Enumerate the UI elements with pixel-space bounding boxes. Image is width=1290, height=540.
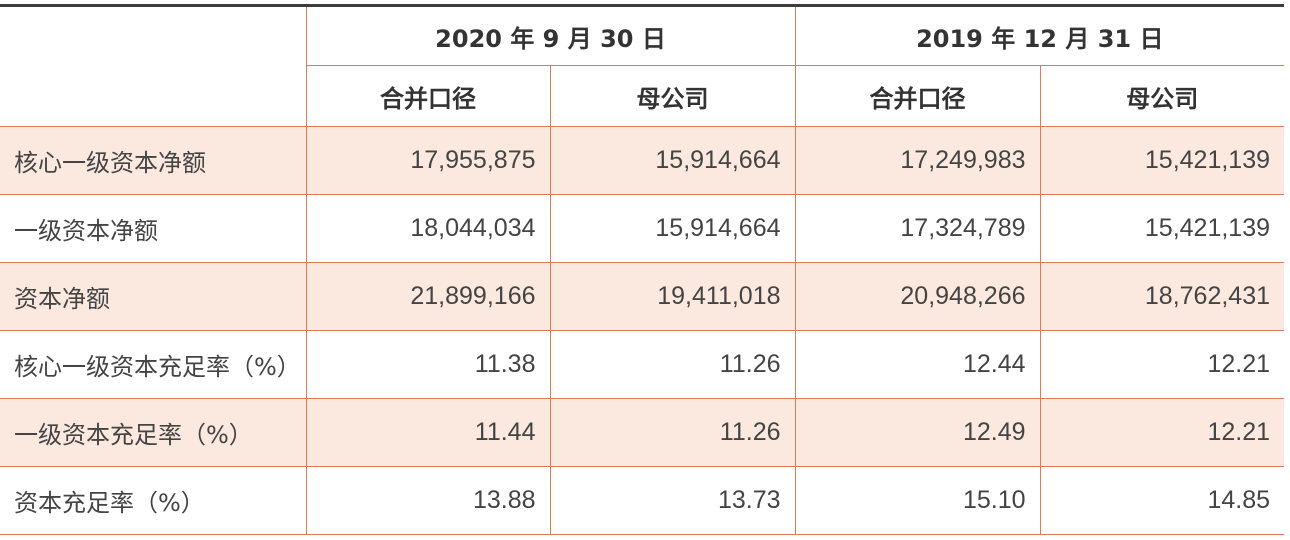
header-period-2020: 2020 年 9 月 30 日 — [306, 4, 796, 66]
header-parent-2019: 母公司 — [1040, 65, 1285, 127]
cell-value: 15,421,139 — [1040, 126, 1285, 195]
cell-value: 11.26 — [550, 330, 796, 399]
row-label: 核心一级资本净额 — [0, 126, 307, 195]
header-period-2019: 2019 年 12 月 31 日 — [795, 4, 1285, 66]
row-label: 资本净额 — [0, 262, 307, 331]
cell-value: 17,324,789 — [795, 194, 1041, 263]
cell-value: 11.26 — [550, 398, 796, 467]
cell-value: 18,762,431 — [1040, 262, 1285, 331]
cell-value: 12.49 — [795, 398, 1041, 467]
cell-value: 15,914,664 — [550, 194, 796, 263]
header-row-scopes: 合并口径 母公司 合并口径 母公司 — [0, 65, 1285, 127]
table-row: 资本净额 21,899,166 19,411,018 20,948,266 18… — [0, 262, 1285, 331]
table-row: 资本充足率（%） 13.88 13.73 15.10 14.85 — [0, 466, 1285, 535]
cell-value: 12.21 — [1040, 330, 1285, 399]
cell-value: 14.85 — [1040, 466, 1285, 535]
cell-value: 13.88 — [306, 466, 551, 535]
table-row: 一级资本充足率（%） 11.44 11.26 12.49 12.21 — [0, 398, 1285, 467]
row-label: 一级资本净额 — [0, 194, 307, 263]
cell-value: 19,411,018 — [550, 262, 796, 331]
cell-value: 13.73 — [550, 466, 796, 535]
row-label: 一级资本充足率（%） — [0, 398, 307, 467]
table-body: 核心一级资本净额 17,955,875 15,914,664 17,249,98… — [0, 126, 1285, 535]
header-parent-2020: 母公司 — [550, 65, 796, 127]
cell-value: 15,421,139 — [1040, 194, 1285, 263]
cell-value: 20,948,266 — [795, 262, 1041, 331]
cell-value: 12.44 — [795, 330, 1041, 399]
header-row-periods: 2020 年 9 月 30 日 2019 年 12 月 31 日 — [0, 4, 1285, 127]
cell-value: 11.44 — [306, 398, 551, 467]
row-label: 资本充足率（%） — [0, 466, 307, 535]
cell-value: 17,955,875 — [306, 126, 551, 195]
cell-value: 15.10 — [795, 466, 1041, 535]
row-label: 核心一级资本充足率（%） — [0, 330, 307, 399]
cell-value: 15,914,664 — [550, 126, 796, 195]
cell-value: 12.21 — [1040, 398, 1285, 467]
cell-value: 21,899,166 — [306, 262, 551, 331]
capital-adequacy-table: 2020 年 9 月 30 日 2019 年 12 月 31 日 合并口径 母公… — [0, 4, 1285, 535]
table-row: 核心一级资本净额 17,955,875 15,914,664 17,249,98… — [0, 126, 1285, 195]
header-corner-cell — [0, 4, 307, 127]
header-consolidated-2020: 合并口径 — [306, 65, 551, 127]
cell-value: 11.38 — [306, 330, 551, 399]
table-header: 2020 年 9 月 30 日 2019 年 12 月 31 日 合并口径 母公… — [0, 4, 1285, 127]
header-consolidated-2019: 合并口径 — [795, 65, 1041, 127]
table-row: 一级资本净额 18,044,034 15,914,664 17,324,789 … — [0, 194, 1285, 263]
cell-value: 17,249,983 — [795, 126, 1041, 195]
cell-value: 18,044,034 — [306, 194, 551, 263]
table-row: 核心一级资本充足率（%） 11.38 11.26 12.44 12.21 — [0, 330, 1285, 399]
